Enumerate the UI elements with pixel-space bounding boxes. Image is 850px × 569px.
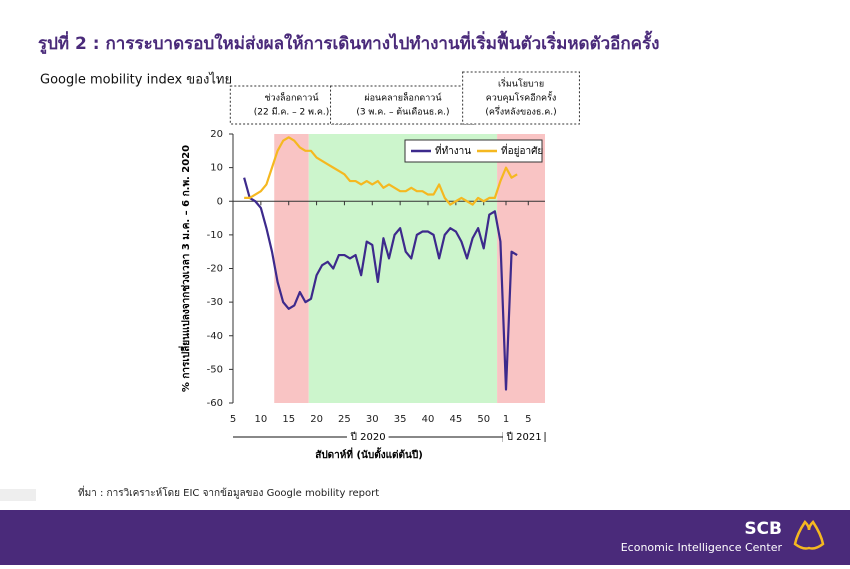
group-label-bg [502, 431, 545, 443]
y-tick-label: -10 [207, 230, 223, 241]
annotation: (ครึ่งหลังของธ.ค.) [485, 105, 556, 118]
annotation-box [330, 85, 476, 125]
legend-label: ที่อยู่อาศัย [501, 143, 543, 157]
annotation: (3 พ.ค. – ต้นเดือนธ.ค.) [356, 107, 449, 118]
y-tick-label: -20 [207, 264, 223, 275]
source: ที่มา : การวิเคราะห์โดย EIC จากข้อมูลของ… [78, 485, 379, 499]
group-label: ปี 2020 [350, 431, 386, 443]
x-tick-label: 35 [394, 414, 407, 425]
x-tick-label: 5 [525, 414, 531, 425]
y-tick-label: -50 [207, 364, 223, 375]
annotation: ช่วงล็อกดาวน์ [264, 91, 318, 104]
x-tick-label: 30 [366, 414, 379, 425]
annotation-box [462, 71, 580, 125]
x-tick-label: 45 [449, 414, 462, 425]
annotation: ควบคุมโรคอีกครั้ง [486, 91, 557, 104]
x-tick-label: 25 [338, 414, 351, 425]
annotation: ผ่อนคลายล็อกดาวน์ [364, 91, 441, 104]
page-title: รูปที่ 2 : การระบาดรอบใหม่ส่งผลให้การเดิ… [38, 30, 659, 55]
group-label-bg [346, 431, 389, 443]
x-tick-label: 10 [254, 414, 267, 425]
chart-title: Google mobility index ของไทย [40, 72, 232, 88]
x-tick-label: 5 [230, 414, 236, 425]
y-tick-label: -60 [207, 398, 223, 409]
legend-label: ที่ทำงาน [435, 143, 471, 157]
x-axis-label: สัปดาห์ที่ (นับตั้งแต่ต้นปี) [315, 447, 423, 461]
legend-box [404, 139, 543, 163]
group-label: ปี 2021 [506, 431, 542, 443]
x-tick-label: 1 [503, 414, 509, 425]
x-tick-label: 20 [310, 414, 323, 425]
decor [0, 489, 36, 501]
series-line [243, 177, 518, 391]
y-axis-label: % การเปลี่ยนแปลงจากช่วงเวลา 3 ม.ค. – 6 ก… [178, 145, 192, 392]
footer-brand: SCB [744, 519, 782, 539]
annotation: (22 มี.ค. – 2 พ.ค.) [254, 107, 330, 118]
y-tick-label: -30 [207, 297, 223, 308]
y-tick-label: 10 [210, 163, 223, 174]
y-tick-label: 0 [217, 196, 223, 207]
y-tick-label: 20 [210, 129, 223, 140]
x-tick-label: 50 [477, 414, 490, 425]
series-line [244, 136, 518, 206]
footer-logo [793, 520, 825, 550]
region [274, 134, 309, 403]
footer-unit: Economic Intelligence Center [621, 541, 783, 554]
x-tick-label: 40 [422, 414, 435, 425]
region [308, 134, 498, 403]
y-tick-label: -40 [207, 331, 223, 342]
annotation: เริ่มนโยบาย [498, 77, 544, 90]
x-tick-label: 15 [282, 414, 295, 425]
footer-band [0, 510, 850, 565]
